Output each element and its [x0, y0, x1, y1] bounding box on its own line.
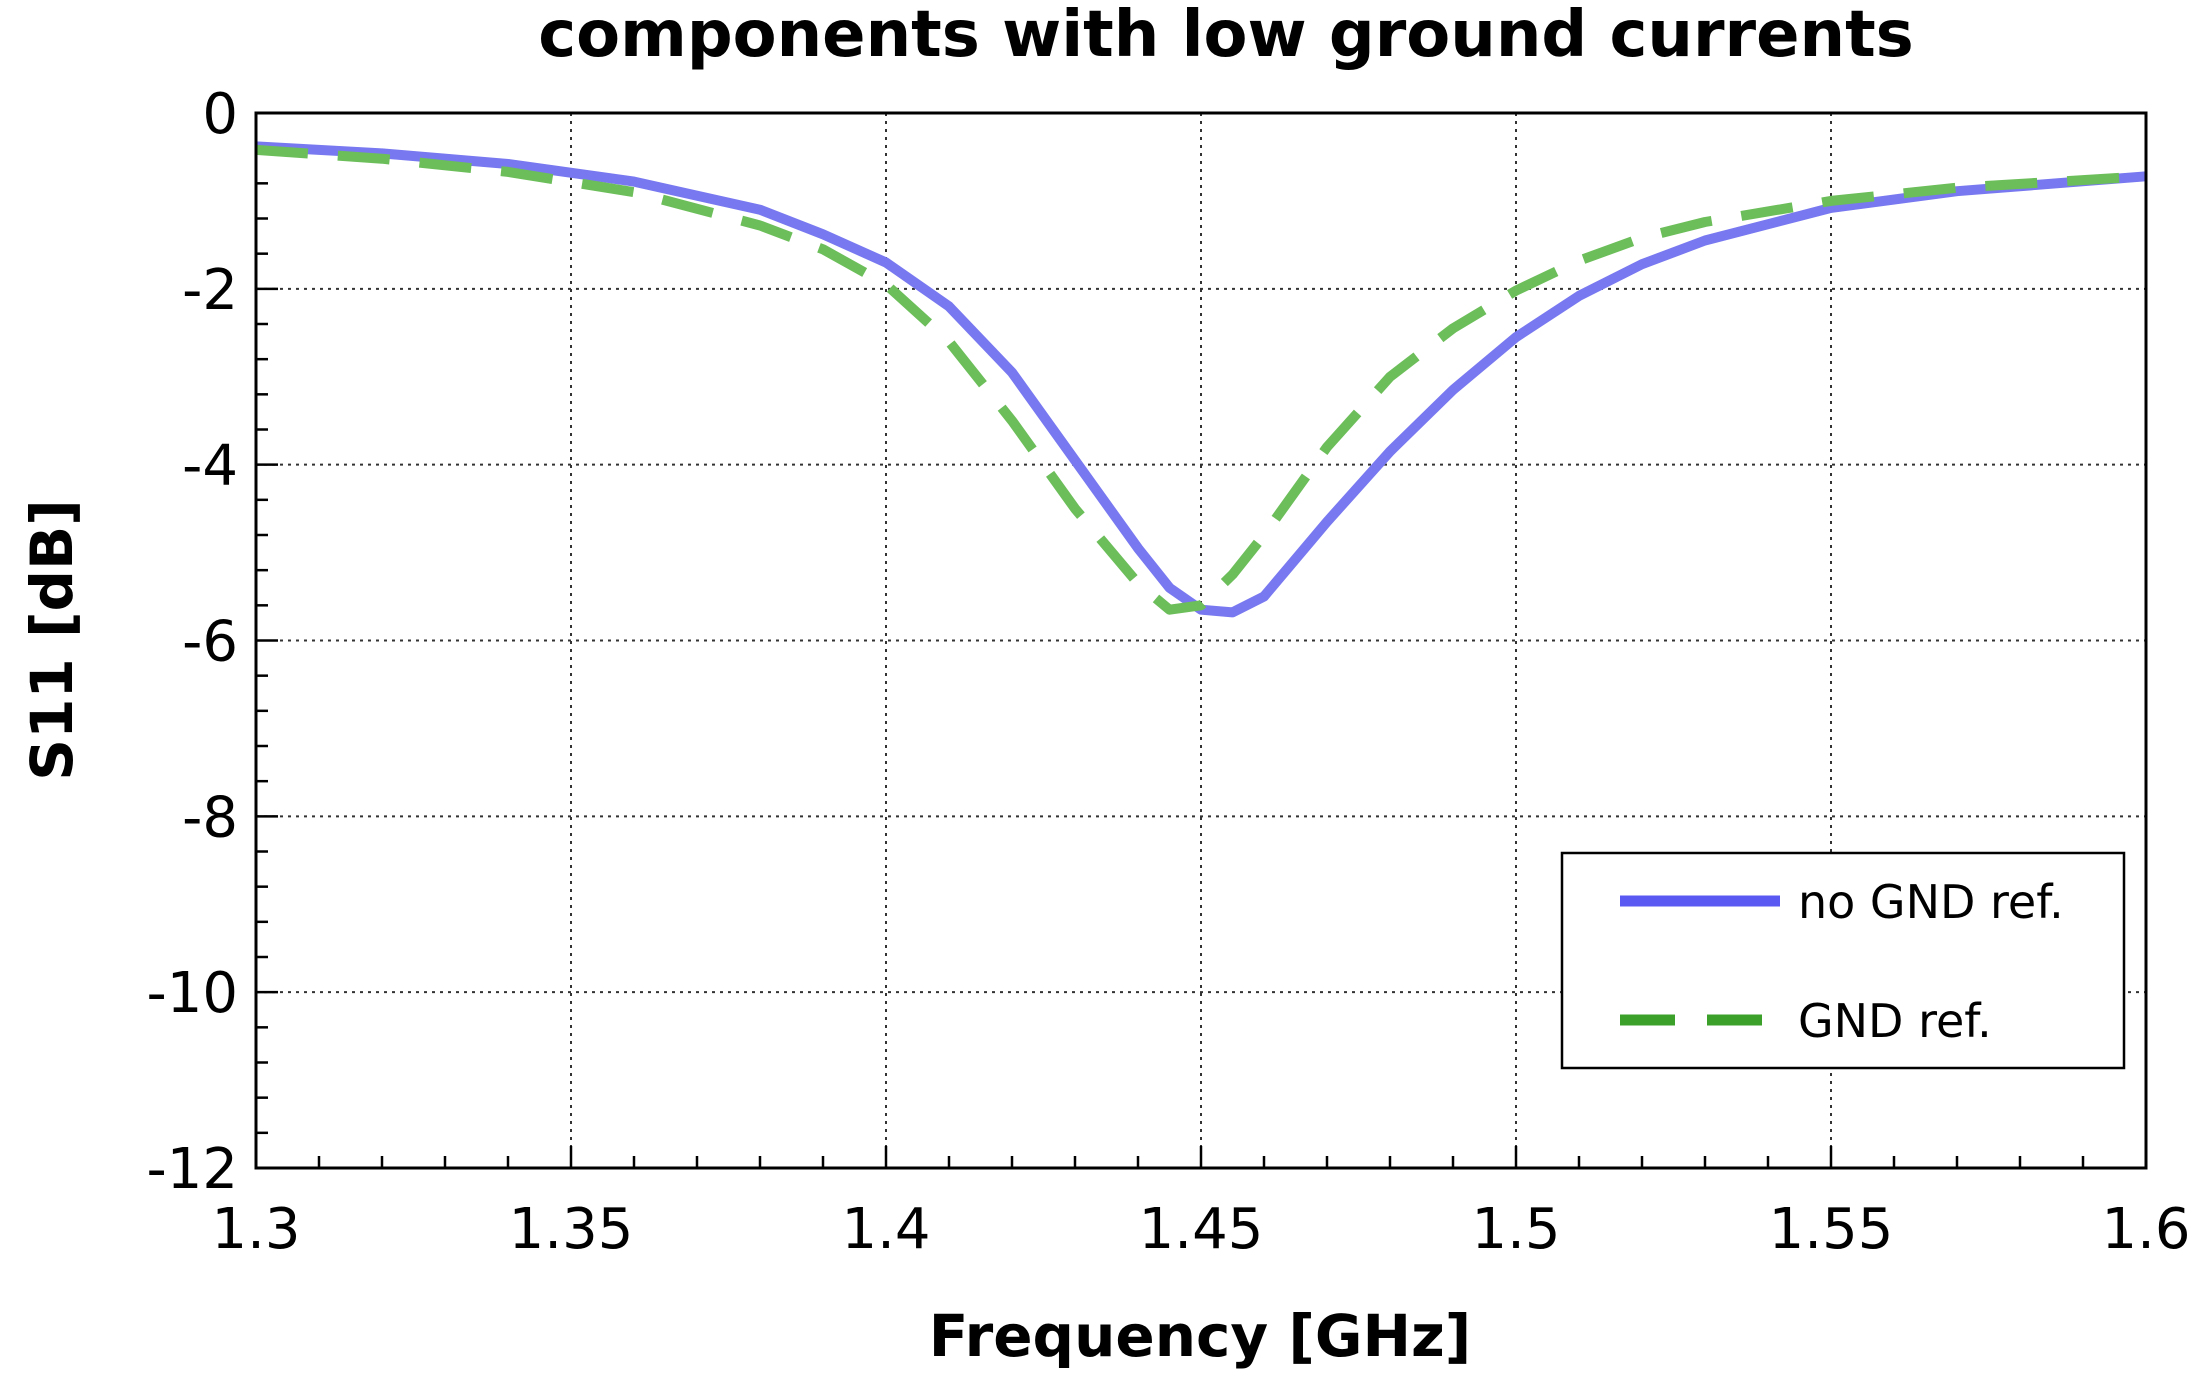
legend: no GND ref. GND ref.	[1560, 851, 2126, 1070]
legend-label-gnd-ref: GND ref.	[1798, 994, 1992, 1048]
legend-label-no-gnd-ref: no GND ref.	[1798, 875, 2064, 929]
legend-box	[1560, 851, 2126, 1070]
y-tick-label: 0	[202, 82, 238, 147]
x-tick-label: 1.35	[509, 1197, 634, 1262]
x-tick-label: 1.55	[1769, 1197, 1894, 1262]
series-line-gnd-ref	[255, 144, 2147, 615]
y-tick-label: -10	[147, 961, 238, 1026]
plot-frame	[254, 111, 2148, 1170]
y-axis-label: S11 [dB]	[18, 499, 86, 780]
y-tick-label: -12	[147, 1137, 238, 1202]
minor-ticks	[254, 111, 2148, 1170]
y-tick-label: -4	[182, 434, 238, 499]
x-axis-label: Frequency [GHz]	[929, 1302, 1472, 1370]
grid-lines	[256, 113, 2146, 1168]
chart-title: components with low ground currents	[538, 0, 1914, 72]
x-tick-label: 1.5	[1471, 1197, 1560, 1262]
y-tick-label: -8	[182, 785, 238, 850]
x-tick-label: 1.3	[211, 1197, 300, 1262]
x-tick-label: 1.6	[2101, 1197, 2190, 1262]
x-tick-label: 1.4	[841, 1197, 930, 1262]
y-tick-labels: 0 -2 -4 -6 -8 -10 -12	[147, 82, 238, 1202]
series-lines	[255, 141, 2147, 618]
x-tick-labels: 1.3 1.35 1.4 1.45 1.5 1.55 1.6	[211, 1197, 2190, 1262]
y-tick-label: -6	[182, 610, 238, 675]
y-tick-label: -2	[182, 258, 238, 323]
x-tick-label: 1.45	[1139, 1197, 1264, 1262]
